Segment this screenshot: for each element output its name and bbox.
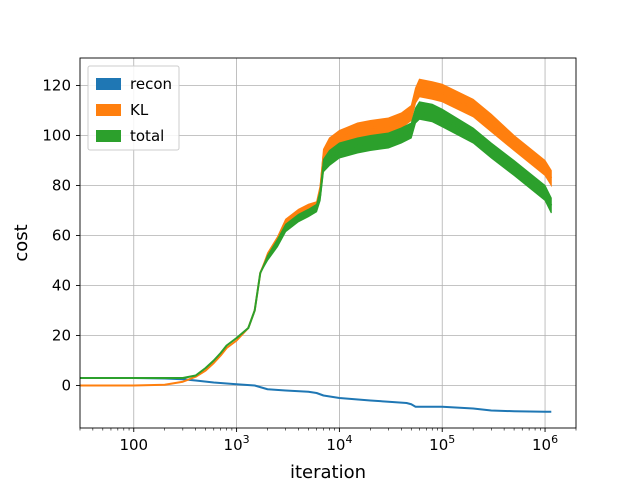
series-line-total <box>80 109 553 379</box>
legend: recon KL total <box>87 65 180 151</box>
x-tick-label: 106 <box>532 433 558 454</box>
series-total <box>80 101 553 379</box>
y-tick-label: 100 <box>42 127 71 145</box>
y-tick-label: 80 <box>52 177 71 195</box>
legend-label-recon: recon <box>130 75 172 93</box>
y-tick-label: 0 <box>61 377 71 395</box>
x-tick-label: 105 <box>429 433 455 454</box>
y-tick-label: 40 <box>52 277 71 295</box>
axes-frame <box>79 57 577 429</box>
series-recon <box>80 377 552 413</box>
y-tick-label: 60 <box>52 227 71 245</box>
x-ticks: 100 103 104 105 106 <box>79 428 577 454</box>
y-tick-label: 20 <box>52 327 71 345</box>
legend-swatch-KL <box>96 104 121 116</box>
plot-series <box>80 78 553 413</box>
y-tick-label: 120 <box>42 77 71 95</box>
x-tick-label: 103 <box>224 433 250 454</box>
x-tick-label: 100 <box>119 436 148 454</box>
legend-label-total: total <box>130 127 164 145</box>
x-axis-label: iteration <box>290 462 366 480</box>
x-tick-label: 104 <box>326 433 352 454</box>
legend-swatch-recon <box>96 78 121 90</box>
legend-label-KL: KL <box>130 101 149 119</box>
legend-swatch-total <box>96 130 121 142</box>
series-line-recon <box>80 377 552 413</box>
y-axis-label: cost <box>11 224 32 261</box>
y-ticks: 0 20 40 60 80 100 120 <box>42 77 80 395</box>
